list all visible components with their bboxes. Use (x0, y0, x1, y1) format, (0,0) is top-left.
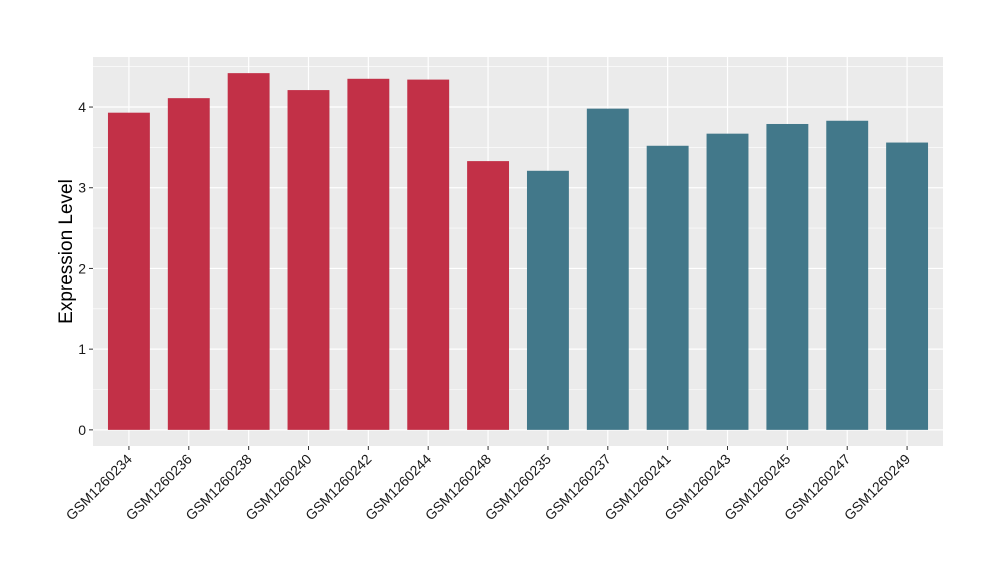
y-axis-title: Expression Level (56, 179, 77, 324)
y-tick-label: 1 (78, 341, 86, 357)
bar-GSM1260248 (467, 161, 510, 430)
bar-GSM1260234 (107, 112, 150, 430)
bar-GSM1260249 (886, 142, 929, 430)
bar-GSM1260245 (766, 123, 809, 430)
bar-GSM1260241 (646, 145, 689, 430)
bar-GSM1260242 (347, 78, 390, 430)
bar-GSM1260243 (706, 133, 749, 430)
y-tick-label: 0 (78, 422, 86, 438)
bar-GSM1260244 (407, 79, 450, 430)
y-tick-label: 4 (78, 99, 86, 115)
y-tick-label: 2 (78, 260, 86, 276)
bar-GSM1260240 (287, 90, 330, 430)
bar-GSM1260235 (526, 170, 569, 430)
y-tick-label: 3 (78, 180, 86, 196)
bar-GSM1260236 (167, 98, 210, 430)
bar-GSM1260237 (586, 108, 629, 430)
bar-GSM1260247 (826, 120, 869, 430)
bar-GSM1260238 (227, 73, 270, 430)
bars (107, 73, 929, 430)
x-axis: GSM1260234GSM1260236GSM1260238GSM1260240… (63, 446, 913, 523)
panel-background (93, 57, 943, 446)
y-axis: 0 1 2 3 4 (78, 99, 93, 438)
